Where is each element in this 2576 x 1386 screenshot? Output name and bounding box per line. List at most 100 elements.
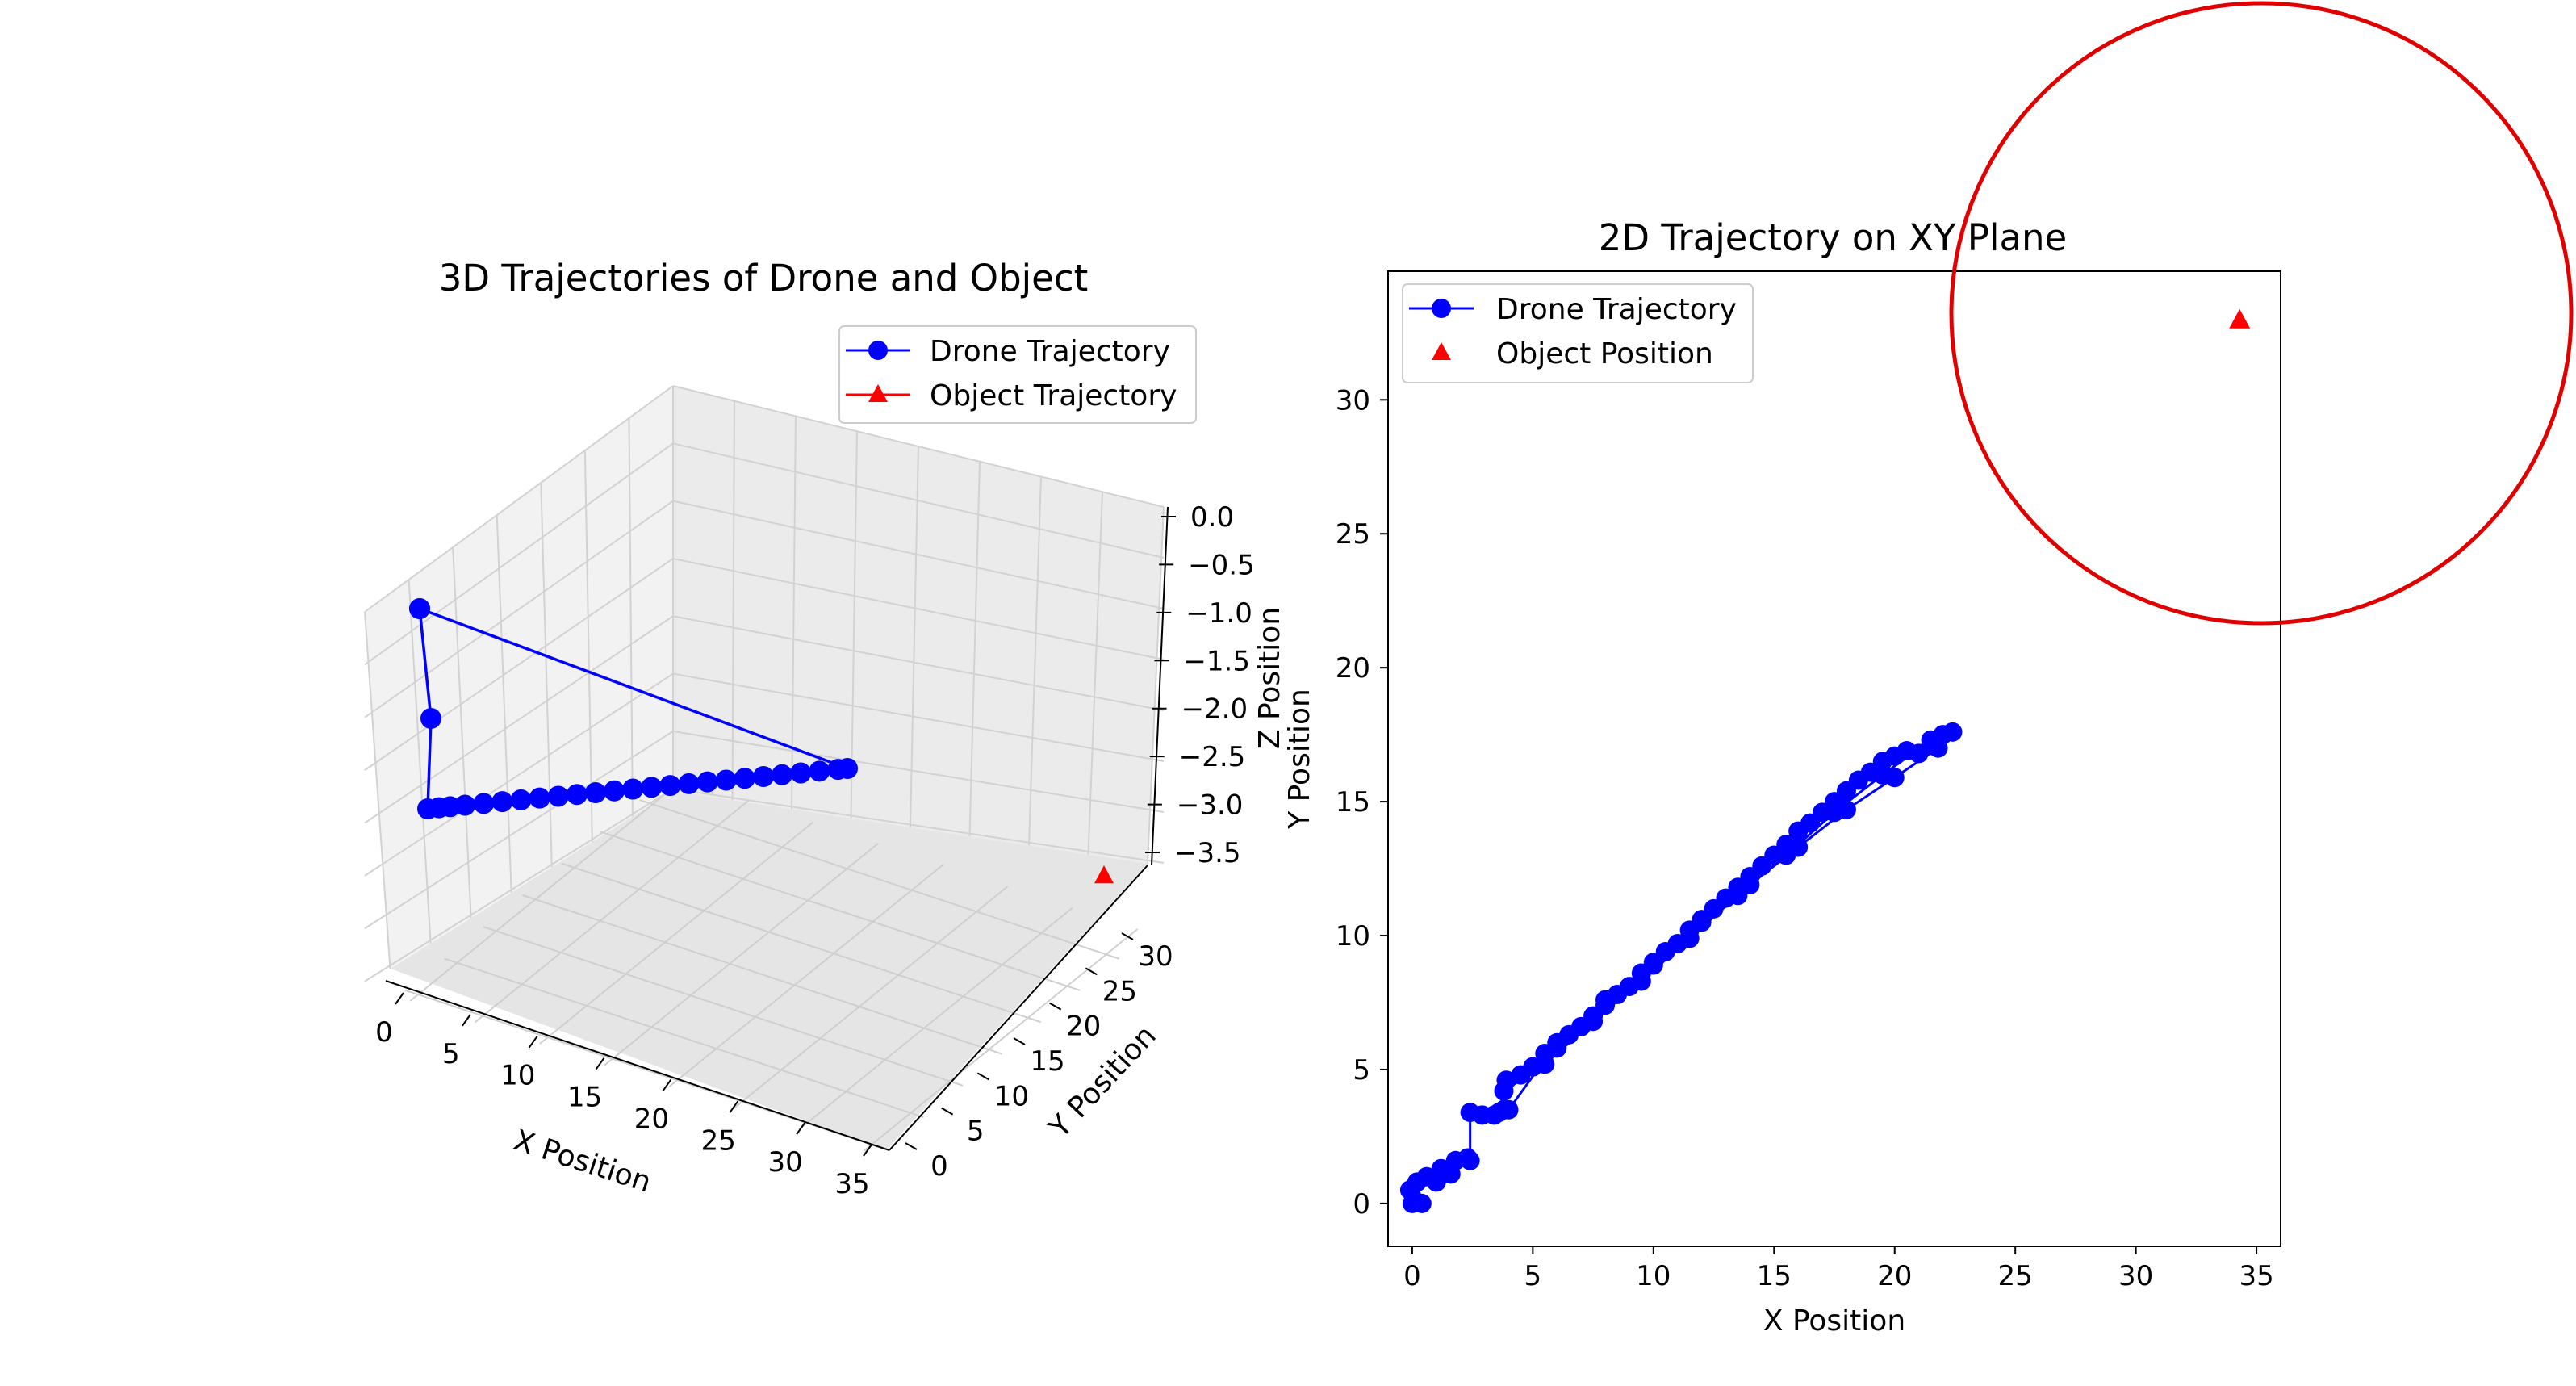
legend-drone-label: Drone Trajectory: [930, 335, 1170, 368]
y-tick-label-3d: 0: [930, 1150, 948, 1183]
chart-3d-title: 3D Trajectories of Drone and Object: [439, 257, 1089, 299]
wall-grid-line: [452, 546, 472, 919]
drone-point-2d: [1692, 912, 1712, 932]
drone-point-2d: [1643, 953, 1663, 973]
drone-point-2d: [1825, 802, 1844, 823]
object-point-3d: [1094, 865, 1114, 884]
y-tick-3d: [1085, 967, 1098, 976]
y-tick-label-2d: 0: [1353, 1188, 1370, 1221]
x-tick-label-2d: 25: [1998, 1260, 2033, 1292]
drone-point-3d: [604, 780, 625, 802]
wall-grid-line: [364, 615, 674, 824]
z-tick-label-3d: −2.5: [1179, 741, 1246, 773]
x-tick-label-3d: 5: [442, 1038, 460, 1070]
drone-point-3d: [753, 766, 774, 787]
x-tick-label-3d: 10: [500, 1060, 535, 1092]
y-tick-label-3d: 10: [994, 1080, 1029, 1112]
x-axis-line: [385, 980, 890, 1151]
drone-point-2d: [1776, 845, 1796, 865]
floor-grid-line: [539, 821, 814, 1045]
drone-point-2d: [1535, 1054, 1555, 1074]
x-tick-label-3d: 25: [701, 1124, 736, 1157]
series-2d: [1399, 308, 2251, 1213]
wall-grid-line: [672, 672, 1165, 762]
legend-object-label: Object Trajectory: [930, 379, 1177, 412]
wall-grid-line: [1087, 492, 1103, 855]
drone-point-3d: [772, 764, 793, 785]
y-tick-label-2d: 10: [1336, 920, 1370, 953]
drone-point-3d: [566, 784, 588, 806]
legend2d-drone-marker: [1432, 299, 1451, 318]
x-tick-3d: [662, 1078, 672, 1092]
z-axis-line: [1151, 506, 1169, 866]
drone-point-3d: [659, 775, 681, 797]
y-tick-label-3d: 15: [1030, 1045, 1064, 1078]
pane-floor: [391, 791, 1148, 1150]
legend-drone-marker: [868, 341, 888, 360]
plot-area-2d: [1387, 270, 2281, 1247]
drone-point-2d: [1411, 1193, 1432, 1213]
chart-2d: 2D Trajectory on XY Plane 0 5 10 15 20 25 30 35…: [1283, 216, 2281, 1338]
x-tick-label-2d: 0: [1403, 1260, 1421, 1292]
x-tick-label-3d: 35: [834, 1168, 869, 1200]
y-tick-label-2d: 30: [1336, 384, 1370, 417]
x-axis-label-2d: X Position: [1763, 1304, 1905, 1338]
wall-grid-line: [364, 442, 674, 666]
drone-point-3d: [790, 762, 812, 784]
drone-point-2d: [1728, 886, 1748, 906]
drone-point-3d: [641, 777, 663, 798]
grid-3d: [364, 385, 1165, 1152]
wall-grid-line: [672, 442, 1165, 559]
series-3d: [409, 598, 1114, 884]
drone-point-3d: [585, 782, 606, 803]
y-tick-label-2d: 20: [1336, 652, 1370, 685]
legend2d-object-marker: [1432, 342, 1451, 360]
wall-grid-line: [364, 500, 674, 718]
chart-2d-title: 2D Trajectory on XY Plane: [1599, 216, 2067, 259]
z-axis-label-3d: Z Position: [1253, 607, 1286, 749]
wall-grid-line: [968, 461, 981, 837]
wall-grid-line: [672, 788, 1165, 864]
z-tick-label-3d: −3.0: [1177, 789, 1244, 822]
drone-point-3d: [678, 773, 700, 794]
wall-grid-line: [672, 730, 1165, 813]
x-axis-label-3d: X Position: [509, 1124, 654, 1199]
wall-grid-line: [910, 446, 919, 828]
drone-point-3d: [491, 791, 513, 813]
floor-grid-line: [409, 778, 685, 1002]
x-tick-label-2d: 35: [2239, 1260, 2273, 1292]
y-tick-label-3d: 30: [1138, 940, 1173, 973]
y-tick-label-3d: 25: [1102, 975, 1137, 1007]
y-axis-line: [889, 865, 1148, 1151]
x-tick-label-2d: 10: [1636, 1260, 1671, 1292]
legend2d-drone-label: Drone Trajectory: [1496, 293, 1737, 326]
x-tick-label-2d: 20: [1877, 1260, 1912, 1292]
y-tick-label-3d: 20: [1066, 1011, 1101, 1043]
legend-2d: Drone Trajectory Object Position: [1402, 283, 1754, 383]
drone-point-3d: [454, 794, 476, 816]
x-tick-3d: [863, 1144, 872, 1157]
ticks-3d: 051015202530350510152025300.0−0.5−1.0−1.…: [375, 501, 1255, 1200]
ticks-2d: 0 5 10 15 20 25 30 35 0 5 10 15 20 25 30: [1336, 384, 2274, 1292]
x-tick-label-2d: 5: [1524, 1260, 1542, 1292]
annotation-circle: [1949, 1, 2574, 626]
drone-point-2d: [1631, 971, 1651, 991]
y-tick-label-2d: 5: [1353, 1054, 1370, 1087]
floor-grid-line: [483, 926, 964, 1087]
drone-point-3d: [473, 793, 495, 814]
floor-grid-line: [734, 886, 1009, 1109]
drone-point-2d: [1679, 928, 1700, 948]
wall-grid-line: [364, 558, 674, 771]
y-tick-label-3d: 5: [967, 1116, 985, 1148]
floor-grid-line: [863, 928, 1139, 1152]
x-tick-3d: [462, 1014, 471, 1027]
drone-point-2d: [1489, 1103, 1509, 1123]
y-axis-label-3d: Y Position: [1043, 1020, 1163, 1145]
drone-point-3d: [809, 760, 830, 782]
wall-grid-line: [672, 557, 1165, 660]
legend2d-object-label: Object Position: [1496, 337, 1713, 371]
drone-point-3d: [715, 769, 737, 791]
y-tick-3d: [941, 1107, 954, 1116]
z-tick-label-3d: −1.0: [1186, 597, 1252, 630]
